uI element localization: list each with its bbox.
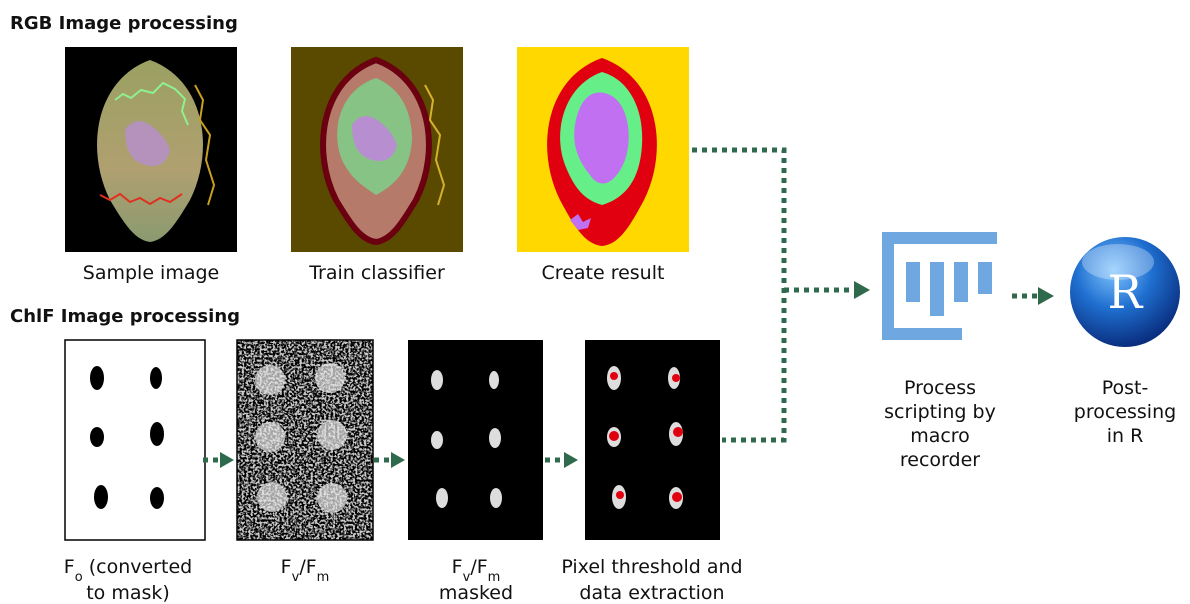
train-classifier bbox=[291, 47, 463, 252]
tool-label: in R bbox=[1107, 425, 1144, 447]
label-part: m bbox=[317, 570, 330, 585]
r-logo: R bbox=[1070, 237, 1180, 347]
threshold-image bbox=[585, 340, 720, 540]
tool-label: macro bbox=[910, 425, 970, 447]
label-part: data extraction bbox=[579, 582, 724, 604]
label-part: F bbox=[452, 556, 463, 578]
panel-label: Fv/Fm bbox=[452, 556, 501, 585]
panel-label: Fv/Fm bbox=[281, 556, 330, 585]
label-part: F bbox=[64, 556, 75, 578]
tool-label: Post- bbox=[1102, 377, 1149, 399]
label-part: Pixel threshold and bbox=[561, 556, 742, 578]
panel-label: Train classifier bbox=[308, 262, 445, 284]
create-result bbox=[517, 47, 689, 252]
panel-label: Fo (converted bbox=[64, 556, 192, 585]
label-part: Create result bbox=[542, 262, 665, 284]
panel-label: data extraction bbox=[579, 582, 724, 604]
fvfm-image bbox=[236, 339, 374, 541]
section-title: ChlF Image processing bbox=[10, 306, 240, 327]
label-part: Train classifier bbox=[308, 262, 445, 284]
panel-label: Sample image bbox=[83, 262, 219, 284]
tool-label: recorder bbox=[900, 449, 980, 471]
panel-label: masked bbox=[439, 582, 513, 604]
label-part: v bbox=[292, 570, 300, 585]
panel-label: Pixel threshold and bbox=[561, 556, 742, 578]
label-part: to mask) bbox=[86, 582, 170, 604]
label-part: (converted bbox=[83, 556, 193, 578]
mask-image bbox=[64, 339, 206, 541]
connectors bbox=[203, 147, 1054, 468]
tool-label: Process bbox=[904, 377, 976, 399]
fiji-logo bbox=[882, 232, 997, 340]
section-title: RGB Image processing bbox=[10, 13, 238, 34]
label-part: /F bbox=[470, 556, 487, 578]
label-part: Sample image bbox=[83, 262, 219, 284]
tool-label: processing bbox=[1074, 401, 1176, 423]
label-part: v bbox=[463, 570, 471, 585]
label-part: F bbox=[281, 556, 292, 578]
label-part: masked bbox=[439, 582, 513, 604]
label-part: m bbox=[488, 570, 501, 585]
sample-image bbox=[65, 47, 237, 252]
label-part: /F bbox=[299, 556, 316, 578]
panel-label: Create result bbox=[542, 262, 665, 284]
label-part: o bbox=[75, 570, 83, 585]
panel-label: to mask) bbox=[86, 582, 170, 604]
masked-image bbox=[408, 340, 543, 540]
r-letter: R bbox=[1108, 265, 1144, 319]
tool-label: scripting by bbox=[884, 401, 996, 423]
